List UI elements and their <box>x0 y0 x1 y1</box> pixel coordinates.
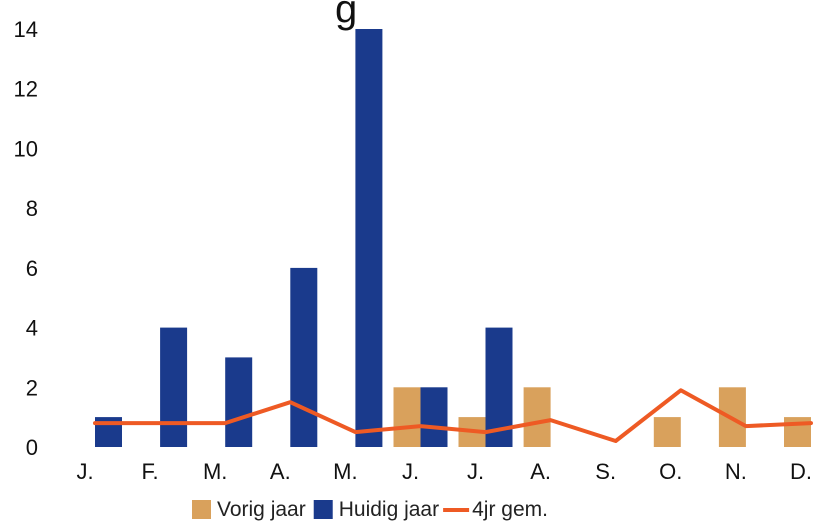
x-tick-label: J. <box>402 459 419 484</box>
y-tick-label: 4 <box>26 316 38 341</box>
bar-huidig-2 <box>225 357 253 447</box>
y-axis-ticks: 0 2 4 6 8 10 12 14 <box>14 17 38 460</box>
bar-huidig-5 <box>420 387 448 447</box>
bar-huidig-4 <box>355 29 383 447</box>
x-tick-label: O. <box>659 459 682 484</box>
bar-vorig-5 <box>393 387 421 447</box>
x-tick-label: A. <box>530 459 551 484</box>
chart-title-fragment: g <box>335 0 357 31</box>
x-tick-label: J. <box>76 459 93 484</box>
legend-label: Huidig jaar <box>339 498 439 521</box>
y-tick-label: 0 <box>26 435 38 460</box>
legend-item-0: Vorig jaar <box>192 498 306 521</box>
legend-label: 4jr gem. <box>472 498 548 521</box>
y-tick-label: 8 <box>26 196 38 221</box>
legend-label: Vorig jaar <box>217 498 306 521</box>
legend-item-1: Huidig jaar <box>313 498 439 521</box>
x-tick-label: F. <box>142 459 159 484</box>
legend-swatch <box>313 500 333 519</box>
x-tick-label: M. <box>333 459 357 484</box>
x-tick-label: A. <box>270 459 291 484</box>
line-layer <box>93 388 813 443</box>
bar-huidig-1 <box>160 327 188 447</box>
bars-layer <box>95 29 811 447</box>
y-tick-label: 12 <box>14 77 38 102</box>
legend-item-2: 4jr gem. <box>443 498 548 521</box>
legend: Vorig jaar Huidig jaar 4jr gem. <box>192 498 548 521</box>
x-tick-label: D. <box>790 459 812 484</box>
x-tick-label: S. <box>595 459 616 484</box>
legend-swatch <box>192 500 211 519</box>
x-axis-ticks: J. F. M. A. M. J. J. A. S. O. N. D. <box>76 459 812 484</box>
x-tick-label: J. <box>467 459 484 484</box>
y-tick-label: 10 <box>14 136 38 161</box>
line-series-0 <box>93 388 813 443</box>
bar-huidig-3 <box>290 267 318 447</box>
y-tick-label: 14 <box>14 17 38 42</box>
y-tick-label: 2 <box>26 375 38 400</box>
bar-vorig-9 <box>653 417 681 447</box>
y-tick-label: 6 <box>26 256 38 281</box>
x-tick-label: N. <box>725 459 747 484</box>
x-tick-label: M. <box>203 459 227 484</box>
bar-vorig-7 <box>523 387 551 447</box>
